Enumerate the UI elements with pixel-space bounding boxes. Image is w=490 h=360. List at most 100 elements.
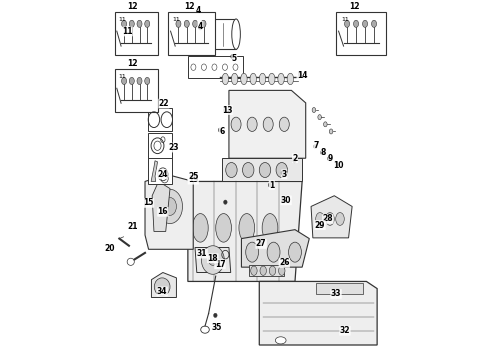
Polygon shape <box>229 90 306 158</box>
Polygon shape <box>311 196 352 238</box>
Ellipse shape <box>239 213 255 242</box>
Ellipse shape <box>250 73 256 85</box>
Text: 13: 13 <box>222 105 232 114</box>
Ellipse shape <box>281 197 285 202</box>
Polygon shape <box>259 282 377 345</box>
Ellipse shape <box>259 162 270 177</box>
Text: 27: 27 <box>256 239 267 248</box>
Ellipse shape <box>354 20 359 27</box>
Text: 34: 34 <box>157 287 168 296</box>
Text: 14: 14 <box>297 71 307 80</box>
Ellipse shape <box>371 20 376 27</box>
Text: 35: 35 <box>211 323 221 332</box>
Ellipse shape <box>333 292 336 296</box>
Text: 11: 11 <box>172 17 180 22</box>
Ellipse shape <box>289 242 301 262</box>
Ellipse shape <box>241 73 247 85</box>
Bar <box>188 57 243 78</box>
Text: 3: 3 <box>282 170 287 179</box>
Ellipse shape <box>231 117 241 131</box>
Ellipse shape <box>327 157 331 161</box>
Text: 1: 1 <box>269 180 274 189</box>
Ellipse shape <box>323 217 327 222</box>
Ellipse shape <box>176 19 185 49</box>
Ellipse shape <box>201 64 206 71</box>
Ellipse shape <box>157 189 182 224</box>
Ellipse shape <box>316 212 324 225</box>
Ellipse shape <box>279 117 289 131</box>
Text: 11: 11 <box>122 27 132 36</box>
Bar <box>181 19 236 49</box>
Ellipse shape <box>276 162 288 177</box>
Text: 6: 6 <box>219 127 224 136</box>
Ellipse shape <box>217 261 220 266</box>
Ellipse shape <box>336 212 344 225</box>
Ellipse shape <box>191 64 196 71</box>
Bar <box>148 108 172 131</box>
Ellipse shape <box>190 176 193 181</box>
Ellipse shape <box>122 20 126 27</box>
Ellipse shape <box>218 128 222 132</box>
Ellipse shape <box>193 20 197 27</box>
Polygon shape <box>145 174 193 249</box>
Text: 25: 25 <box>188 172 198 181</box>
Text: 32: 32 <box>340 326 350 335</box>
Ellipse shape <box>158 289 162 293</box>
Text: 15: 15 <box>144 198 154 207</box>
Text: 24: 24 <box>157 170 168 179</box>
Text: 2: 2 <box>293 154 297 163</box>
Bar <box>115 69 157 112</box>
Text: 16: 16 <box>158 207 168 216</box>
Ellipse shape <box>176 20 181 27</box>
Ellipse shape <box>243 162 254 177</box>
Ellipse shape <box>281 171 285 175</box>
Text: 12: 12 <box>127 2 138 11</box>
Ellipse shape <box>263 117 273 131</box>
Ellipse shape <box>129 20 134 27</box>
Ellipse shape <box>145 77 150 85</box>
Ellipse shape <box>201 246 224 274</box>
Ellipse shape <box>212 64 217 71</box>
Ellipse shape <box>216 213 231 242</box>
Ellipse shape <box>222 64 227 71</box>
Ellipse shape <box>193 213 208 242</box>
Ellipse shape <box>267 242 280 262</box>
Ellipse shape <box>122 77 126 85</box>
Ellipse shape <box>287 73 294 85</box>
Text: 33: 33 <box>331 289 342 298</box>
Text: 12: 12 <box>349 2 359 11</box>
Text: 12: 12 <box>184 2 195 11</box>
Ellipse shape <box>293 159 296 163</box>
Text: 10: 10 <box>333 161 344 170</box>
Text: 31: 31 <box>197 249 207 258</box>
Polygon shape <box>152 181 170 231</box>
Ellipse shape <box>145 20 150 27</box>
Text: 21: 21 <box>127 222 138 231</box>
Ellipse shape <box>232 19 241 49</box>
Text: 4: 4 <box>198 22 203 31</box>
Ellipse shape <box>344 20 349 27</box>
Text: 12: 12 <box>127 59 138 68</box>
Polygon shape <box>151 161 157 181</box>
Polygon shape <box>195 248 231 273</box>
Ellipse shape <box>164 198 176 215</box>
Ellipse shape <box>318 115 321 120</box>
Ellipse shape <box>275 337 286 344</box>
Bar <box>336 12 386 55</box>
Text: 11: 11 <box>119 17 126 22</box>
Ellipse shape <box>329 129 333 134</box>
Ellipse shape <box>251 266 257 275</box>
Ellipse shape <box>260 266 267 275</box>
Text: 11: 11 <box>119 74 126 79</box>
Polygon shape <box>188 181 302 282</box>
Bar <box>317 283 363 294</box>
Text: 28: 28 <box>322 215 333 224</box>
Ellipse shape <box>222 73 228 85</box>
Text: 8: 8 <box>321 148 326 157</box>
Ellipse shape <box>137 20 142 27</box>
Ellipse shape <box>320 150 324 155</box>
Text: 29: 29 <box>315 221 325 230</box>
Ellipse shape <box>198 26 202 30</box>
Ellipse shape <box>233 64 238 71</box>
Polygon shape <box>222 158 302 181</box>
